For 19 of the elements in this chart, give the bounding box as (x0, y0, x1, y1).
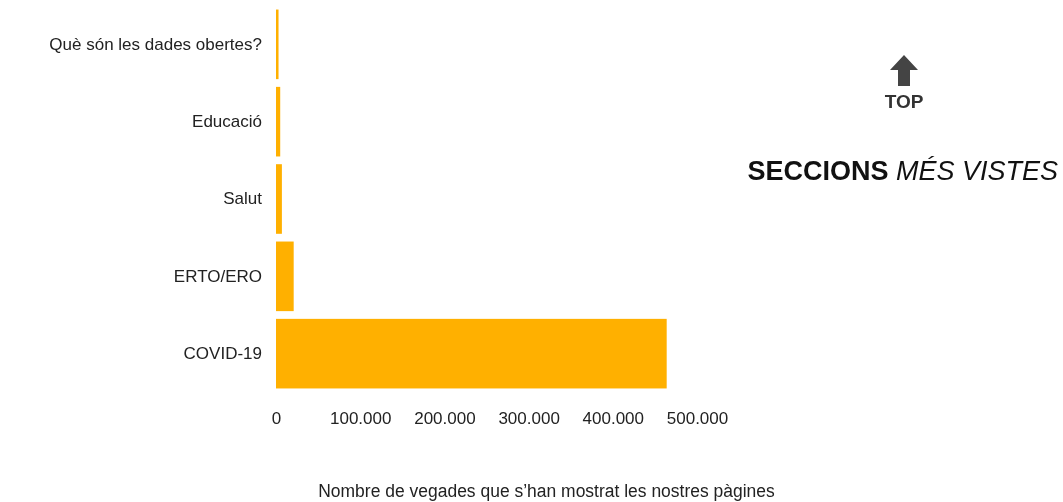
bar (276, 318, 667, 389)
x-tick-label: 400.000 (582, 409, 645, 429)
y-tick-label: Salut (223, 189, 263, 209)
bar (276, 86, 281, 157)
y-tick-label: COVID-19 (183, 344, 262, 364)
x-tick-label: 200.000 (414, 409, 476, 429)
x-tick-label: 500.000 (666, 409, 729, 429)
text: SECCIONS MÉS VISTES (747, 156, 1058, 186)
x-axis-title: Nombre de vegades que s’han mostrat les nostres pàgines (318, 479, 775, 502)
y-tick-label: Què són les dades obertes? (49, 34, 262, 54)
x-tick-label: 100.000 (329, 409, 392, 429)
text: TOP (884, 91, 924, 112)
bar (276, 164, 282, 234)
bar (276, 241, 294, 312)
x-tick-label: 300.000 (498, 409, 560, 429)
y-tick-label: ERTO/ERO (173, 266, 262, 286)
bar (276, 9, 279, 80)
x-tick-label: 0 (271, 409, 282, 429)
y-tick-label: Educació (192, 112, 262, 132)
